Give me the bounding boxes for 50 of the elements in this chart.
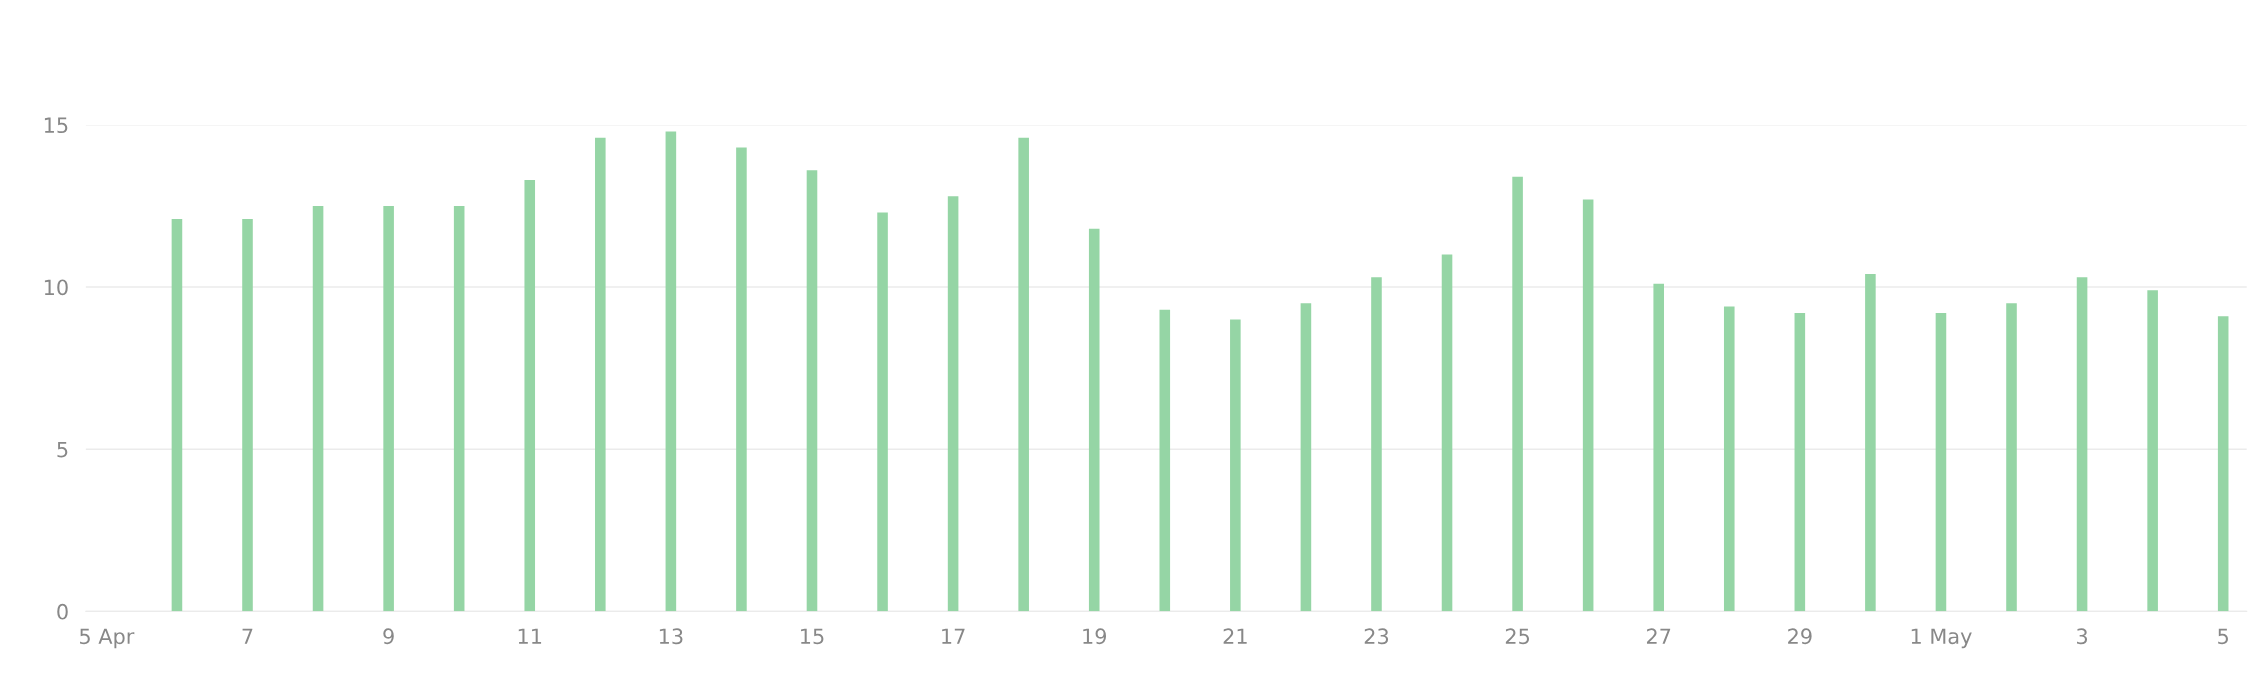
x-tick-label: 7 [242,628,253,644]
bar [171,218,183,612]
bar [1441,254,1453,612]
bar [312,205,324,612]
bar [453,205,465,612]
bar [1935,312,1947,612]
bar [242,218,253,612]
bar [1723,306,1735,612]
x-tick-label: 29 [1788,628,1812,645]
y-tick-label: 5 [57,441,68,458]
bar [2217,316,2229,612]
x-tick-label: 21 [1223,628,1247,644]
bar [665,131,677,612]
bar [524,180,536,612]
bar [2006,303,2017,612]
bar [1865,274,1876,612]
x-tick-label: 27 [1646,628,1671,644]
bar [1653,283,1664,612]
bar [383,205,394,612]
bar [1582,199,1594,612]
bar [1512,176,1523,612]
bar [1794,312,1806,612]
x-tick-label: 23 [1364,628,1389,645]
x-tick-label: 25 [1505,628,1530,645]
bar [1371,277,1382,612]
x-tick-label: 15 [801,628,824,645]
bar [595,137,606,612]
x-tick-label: 9 [383,628,394,645]
x-tick-label: 13 [659,628,683,645]
x-tick-label: 11 [518,628,542,644]
y-tick-label: 10 [44,279,68,296]
bar [1159,309,1171,612]
y-tick-label: 0 [57,603,68,620]
x-tick-label: 19 [1083,628,1107,645]
bar [1088,228,1100,612]
y-tick-label: 15 [44,117,68,134]
bar [1300,303,1312,612]
bar [877,212,888,612]
bar [1230,319,1241,612]
x-tick-label: 1 May [1911,628,1972,649]
bar [947,196,959,612]
x-tick-label: 17 [942,628,965,644]
x-tick-label: 3 [2077,628,2088,645]
bar [1018,137,1029,612]
bar [2147,290,2158,612]
x-tick-label: 5 Apr [80,628,135,649]
bar [736,147,747,612]
bar [806,170,818,612]
x-tick-label: 5 [2218,628,2228,645]
bar [2076,277,2088,612]
